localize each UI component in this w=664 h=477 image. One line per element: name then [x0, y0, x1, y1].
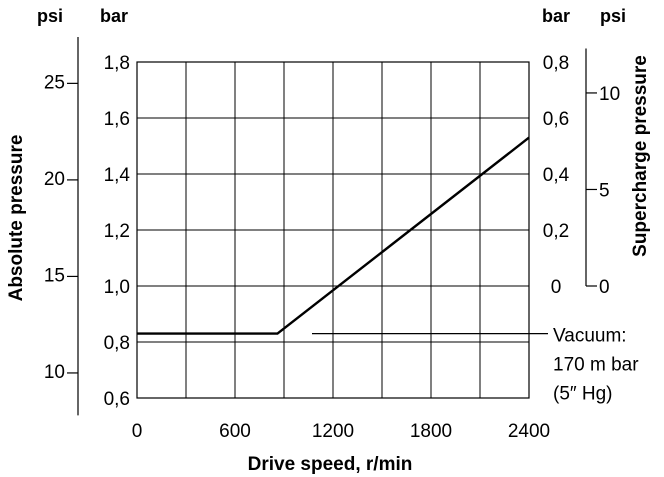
series-group: Vacuum: 170 m bar (5″ Hg)	[137, 136, 639, 405]
right-psi-tick-label: 5	[599, 180, 610, 201]
left-psi-tick-label: 25	[44, 72, 65, 93]
x-axis: 0 600 1200 1800 2400	[132, 421, 550, 442]
left-psi-tick-label: 20	[44, 169, 65, 190]
left-bar-tick-label: 1,4	[104, 165, 131, 186]
x-tick-label: 1200	[312, 421, 354, 442]
left-psi-tick-label: 15	[44, 265, 65, 286]
x-tick-label: 2400	[508, 421, 550, 442]
left-bar-tick-label: 0,8	[104, 333, 130, 354]
x-tick-label: 600	[219, 421, 251, 442]
series-line	[137, 136, 530, 335]
right-bar-tick-label: 0,4	[543, 165, 570, 186]
x-tick-label: 0	[132, 421, 143, 442]
left-axis-title: Absolute pressure	[6, 135, 27, 302]
right-bar-tick-label: 0	[551, 277, 562, 298]
vacuum-annotation-line: 170 m bar	[553, 355, 639, 376]
left-bar-tick-label: 0,6	[104, 389, 130, 410]
vacuum-annotation-line: Vacuum:	[553, 326, 627, 347]
right-axis-title: Supercharge pressure	[630, 55, 651, 257]
left-bar-unit: bar	[100, 6, 128, 26]
left-axes: 0,6 0,8 1,0 1,2 1,4 1,6 1,8 10 15 20 25	[44, 37, 131, 416]
left-psi-unit: psi	[37, 6, 63, 26]
right-bar-tick-label: 0,6	[543, 109, 569, 130]
right-axes: 0 0,2 0,4 0,6 0,8 0 5 10	[543, 48, 620, 298]
left-bar-tick-label: 1,8	[104, 53, 130, 74]
left-bar-tick-label: 1,2	[104, 221, 130, 242]
right-psi-unit: psi	[600, 6, 626, 26]
left-bar-tick-label: 1,0	[104, 277, 130, 298]
right-bar-unit: bar	[542, 6, 570, 26]
x-tick-label: 1800	[410, 421, 452, 442]
right-bar-tick-label: 0,2	[543, 221, 569, 242]
right-psi-tick-label: 0	[599, 277, 610, 298]
left-psi-tick-label: 10	[44, 362, 65, 383]
chart-grid	[136, 61, 530, 399]
vacuum-annotation-line: (5″ Hg)	[553, 384, 613, 405]
right-psi-tick-label: 10	[599, 84, 620, 105]
left-bar-tick-label: 1,6	[104, 109, 130, 130]
right-bar-tick-label: 0,8	[543, 53, 569, 74]
x-axis-title: Drive speed, r/min	[248, 454, 413, 475]
